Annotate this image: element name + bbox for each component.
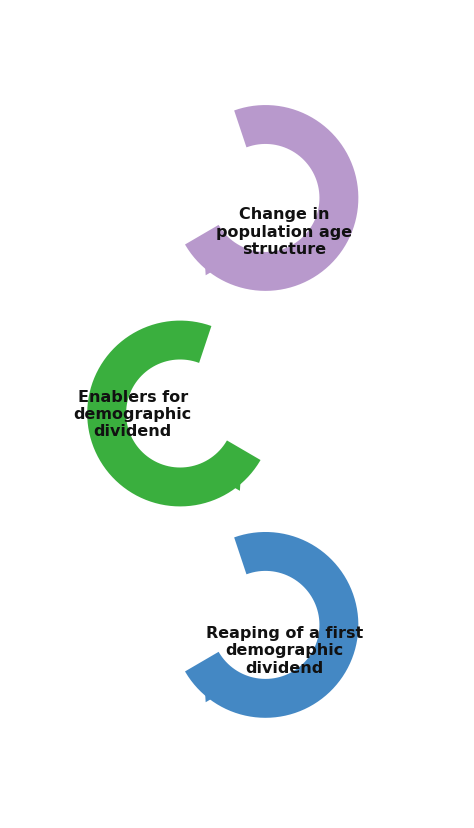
Text: Reaping of a first
demographic
dividend: Reaping of a first demographic dividend: [206, 625, 363, 675]
Text: Enablers for
demographic
dividend: Enablers for demographic dividend: [73, 389, 192, 439]
Text: Change in
population age
structure: Change in population age structure: [216, 207, 353, 257]
